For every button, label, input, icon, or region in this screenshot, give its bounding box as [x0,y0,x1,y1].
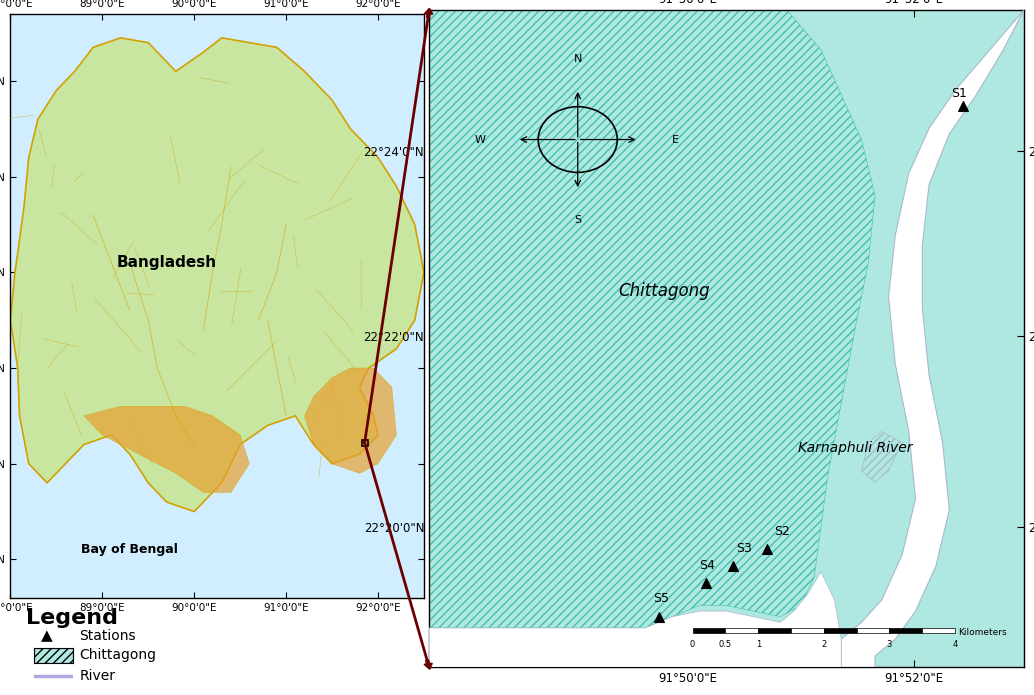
Bar [824,628,856,632]
Text: 0: 0 [690,640,695,649]
Polygon shape [861,432,902,482]
Text: S3: S3 [736,542,753,555]
Text: Legend: Legend [26,608,118,628]
Polygon shape [429,10,875,667]
Polygon shape [84,407,249,493]
Bar [758,628,791,632]
Text: River: River [80,669,116,683]
Text: ▲: ▲ [41,628,53,644]
Text: 2: 2 [821,640,826,649]
Bar [922,628,955,632]
Bar [693,628,726,632]
Text: Bangladesh: Bangladesh [117,255,217,270]
Text: Karnaphuli River: Karnaphuli River [797,441,912,455]
Text: S5: S5 [653,592,669,605]
Bar [726,628,758,632]
Polygon shape [429,572,842,667]
Text: S1: S1 [950,88,967,100]
Polygon shape [10,38,424,512]
Text: S4: S4 [699,559,716,572]
Text: S: S [574,215,581,225]
Text: Chittagong: Chittagong [80,648,156,662]
Text: Bay of Bengal: Bay of Bengal [82,543,178,557]
Bar [856,628,889,632]
Text: 4: 4 [952,640,957,649]
Bar [791,628,824,632]
Text: Chittagong: Chittagong [618,282,710,300]
Text: N: N [574,54,582,64]
Polygon shape [304,368,396,473]
Text: E: E [671,135,678,145]
Text: 1: 1 [756,640,761,649]
Polygon shape [842,10,1024,667]
Text: Kilometers: Kilometers [957,628,1006,637]
Text: 3: 3 [887,640,892,649]
Text: S2: S2 [773,525,790,538]
Bar [889,628,922,632]
Text: W: W [475,135,486,145]
Text: 0.5: 0.5 [719,640,732,649]
Text: Stations: Stations [80,629,136,643]
